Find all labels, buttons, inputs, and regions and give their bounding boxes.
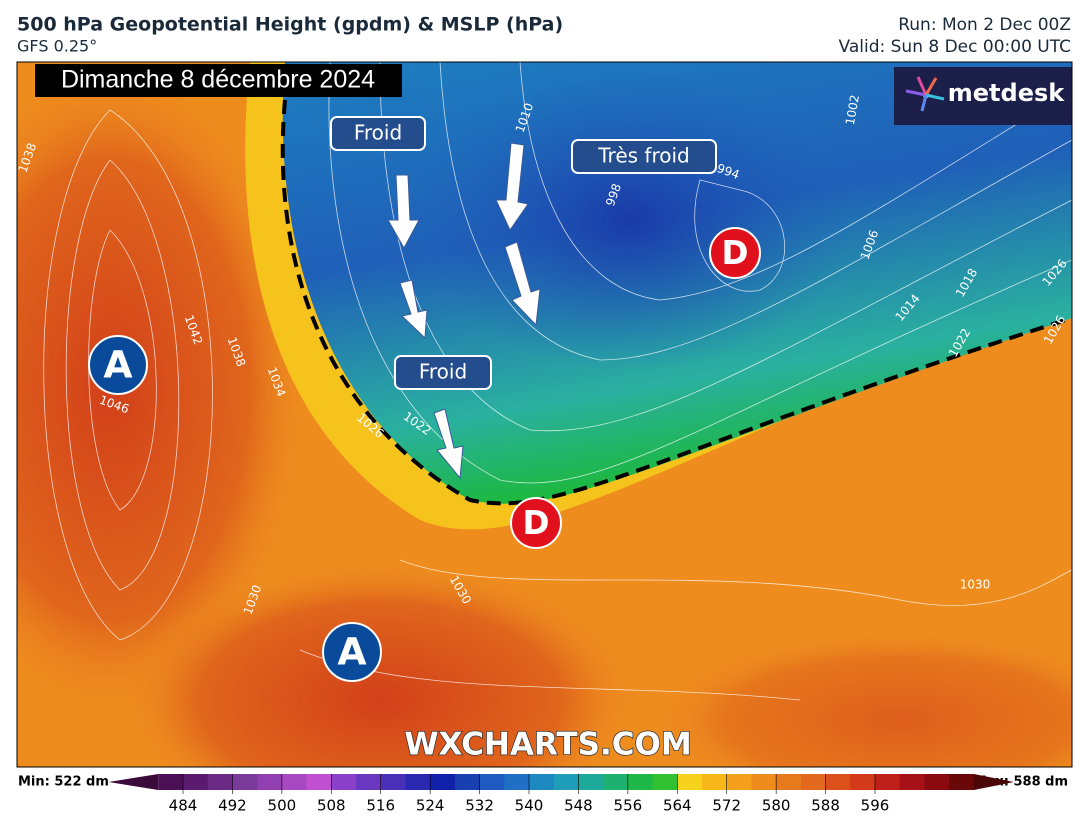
colorbar-segment xyxy=(405,774,431,790)
header: 500 hPa Geopotential Height (gpdm) & MSL… xyxy=(17,14,1071,58)
colorbar-segment xyxy=(504,774,530,790)
colorbar-segment xyxy=(751,774,777,790)
colorbar-segment xyxy=(603,774,629,790)
annotation: Très froid xyxy=(597,144,689,168)
colorbar-segment xyxy=(726,774,752,790)
min-label: Min: 522 dm xyxy=(18,775,109,790)
colorbar-segment xyxy=(776,774,802,790)
colorbar-tick-label: 492 xyxy=(218,797,247,815)
annotation-box xyxy=(571,139,717,174)
colorbar-segment xyxy=(578,774,604,790)
colorbar-segment xyxy=(553,774,579,790)
colorbar-segment xyxy=(677,774,703,790)
colorbar-segment xyxy=(627,774,654,790)
colorbar-segment xyxy=(529,774,555,790)
colorbar-segment xyxy=(183,774,209,790)
map-frame xyxy=(16,61,1073,768)
colorbar-tick-label: 548 xyxy=(564,797,593,815)
logo: metdesk xyxy=(948,79,1066,107)
pressure-center-marker xyxy=(510,497,562,549)
pressure-center: A xyxy=(337,630,366,674)
colorbar-segment xyxy=(479,774,505,790)
annotation: Froid xyxy=(419,360,467,384)
colorbar-segment xyxy=(207,774,233,790)
colorbar-tick-label: 572 xyxy=(712,797,741,815)
colorbar-segment xyxy=(158,774,184,790)
colorbar-segment xyxy=(850,774,876,790)
colorbar-segment xyxy=(825,774,851,790)
colorbar-tick-label: 484 xyxy=(169,797,198,815)
pressure-center-marker xyxy=(322,622,382,682)
colorbar-segment xyxy=(331,774,357,790)
watermark: WXCHARTS.COM xyxy=(404,727,691,763)
subtitle: GFS 0.25° xyxy=(17,37,97,56)
colorbar-segment xyxy=(380,774,406,790)
annotation-box xyxy=(394,355,492,390)
colorbar-segment xyxy=(430,774,456,790)
colorbar: Min: 522 dm Max: 588 dm 484 492 500 508 516 5… xyxy=(18,774,1068,815)
colorbar-segment xyxy=(949,774,975,790)
colorbar-segment xyxy=(454,774,481,790)
isobar-label: 1030 xyxy=(960,578,991,592)
colorbar-tick-label: 556 xyxy=(614,797,643,815)
colorbar-tick-label: 588 xyxy=(811,797,840,815)
colorbar-tick-label: 564 xyxy=(663,797,692,815)
pressure-center-marker xyxy=(88,335,148,395)
max-label: Max: 588 dm xyxy=(974,775,1068,790)
colorbar-tick-label: 508 xyxy=(317,797,346,815)
colorbar-tick-label: 524 xyxy=(416,797,445,815)
pressure-centers: A A D D xyxy=(88,227,761,682)
isobar-label: 1002 xyxy=(843,94,862,127)
annotation: Froid xyxy=(354,121,402,145)
colorbar-tick-label: 540 xyxy=(515,797,544,815)
date-label: Dimanche 8 décembre 2024 xyxy=(61,66,375,94)
colorbar-end xyxy=(108,774,159,790)
title: 500 hPa Geopotential Height (gpdm) & MSL… xyxy=(17,14,563,36)
colorbar-segment xyxy=(232,774,258,790)
pressure-center: A xyxy=(103,343,132,387)
date-box xyxy=(35,64,402,97)
colorbar-segment xyxy=(800,774,827,790)
annotations: Froid Très froid Froid xyxy=(330,116,717,390)
annotation-box xyxy=(330,116,426,151)
colorbar-segment xyxy=(899,774,925,790)
colorbar-segment xyxy=(306,774,332,790)
colorbar-segment xyxy=(356,774,382,790)
pressure-center-marker xyxy=(709,227,761,279)
colorbar-segment xyxy=(924,774,950,790)
pressure-center: D xyxy=(523,504,550,542)
colorbar-tick-label: 500 xyxy=(268,797,297,815)
colorbar-tick-label: 532 xyxy=(465,797,494,815)
colorbar-tick-label: 516 xyxy=(366,797,395,815)
colorbar-tick-label: 580 xyxy=(762,797,791,815)
colorbar-segment xyxy=(652,774,678,790)
colorbar-segment xyxy=(875,774,901,790)
colorbar-segment xyxy=(281,774,308,790)
valid-time: Valid: Sun 8 Dec 00:00 UTC xyxy=(839,37,1071,57)
colorbar-segment xyxy=(702,774,728,790)
colorbar-end xyxy=(973,774,1014,790)
colorbar-segment xyxy=(257,774,283,790)
pressure-center: D xyxy=(722,234,749,272)
colorbar-tick-label: 596 xyxy=(861,797,890,815)
run-time: Run: Mon 2 Dec 00Z xyxy=(898,15,1071,35)
